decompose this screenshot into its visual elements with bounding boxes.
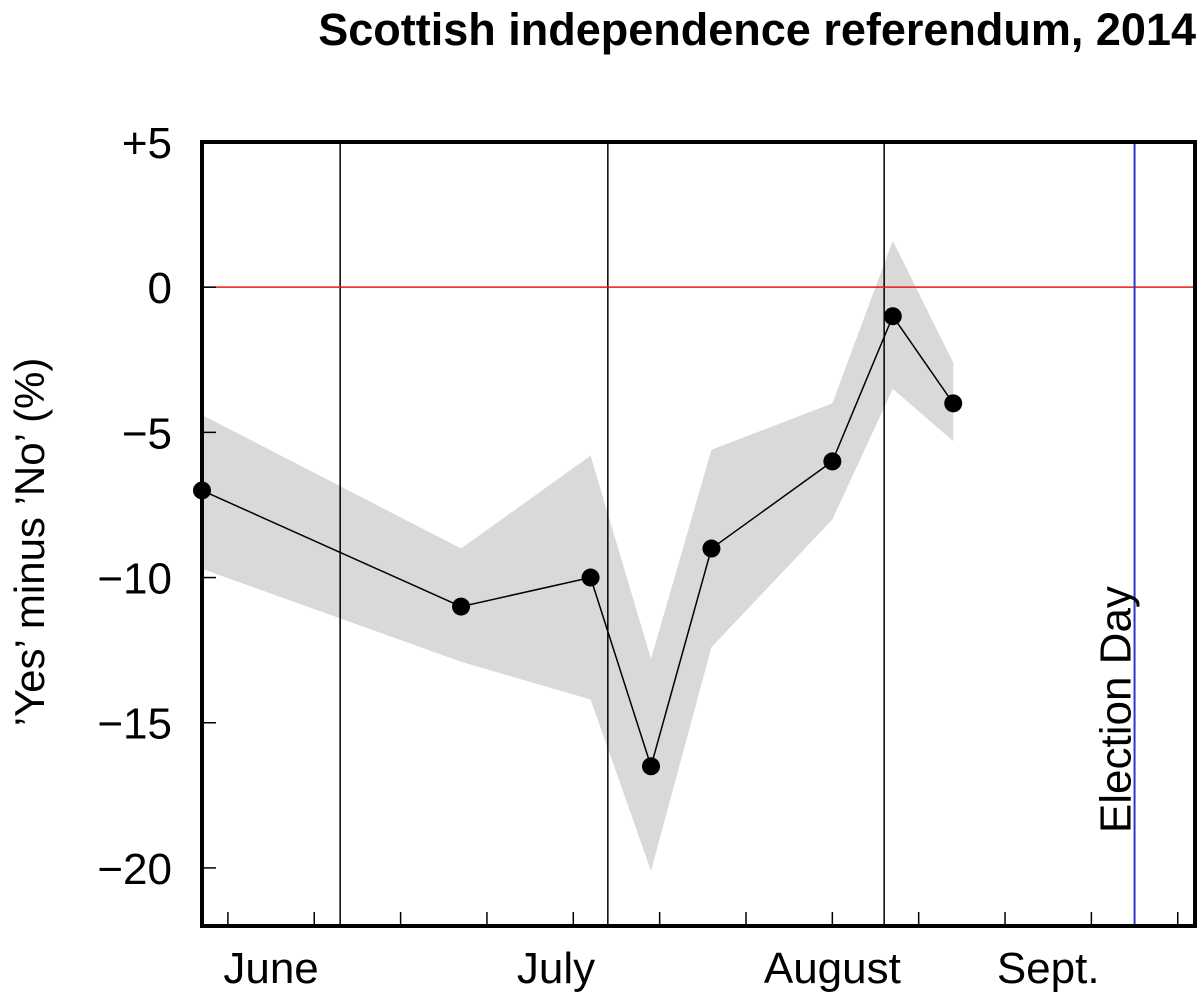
axes-layer	[200, 140, 1197, 928]
x-month-label: July	[517, 944, 595, 993]
confidence-band	[202, 240, 954, 871]
data-point	[944, 394, 963, 413]
month-dividers-layer	[339, 142, 885, 926]
y-tick-label: −10	[97, 555, 172, 604]
x-month-label: Sept.	[997, 944, 1100, 993]
y-ticks-layer: +5 0 −5 −10 −15 −20	[97, 119, 216, 894]
data-point	[581, 568, 600, 587]
y-tick-label: 0	[148, 264, 172, 313]
data-point	[883, 307, 902, 326]
data-point	[823, 452, 842, 471]
chart-title: Scottish independence referendum, 2014	[318, 4, 1196, 55]
series-layer	[193, 307, 963, 776]
data-point	[452, 597, 471, 616]
y-tick-label: +5	[122, 119, 172, 168]
data-point	[702, 539, 721, 558]
y-tick-label: −15	[97, 700, 172, 749]
series-line	[201, 314, 954, 769]
y-tick-label: −20	[97, 845, 172, 894]
x-month-label: August	[764, 944, 901, 993]
y-axis-label: ’Yes’ minus ’No’ (%)	[6, 358, 53, 727]
data-point	[642, 757, 661, 776]
confidence-band-layer	[202, 240, 954, 871]
y-tick-label: −5	[122, 409, 172, 458]
election-day-label: Election Day	[1092, 586, 1141, 833]
plot-frame	[200, 140, 1197, 928]
x-ticks-layer: June July August Sept.	[223, 912, 1179, 993]
event-marker-layer: Election Day	[1092, 142, 1141, 926]
x-month-label: June	[223, 944, 318, 993]
